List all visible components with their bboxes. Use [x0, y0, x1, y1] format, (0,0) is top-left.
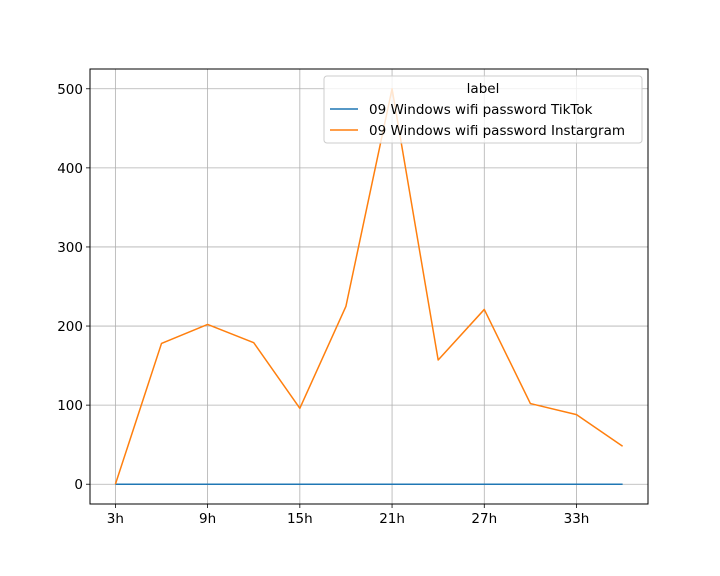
y-tick-label: 100 — [57, 398, 83, 414]
legend-label-instagram: 09 Windows wifi password Instargram — [369, 123, 625, 139]
x-tick-label: 3h — [107, 511, 124, 527]
series-line-1 — [114, 88, 624, 485]
x-tick-label: 27h — [471, 511, 497, 527]
y-tick-label: 0 — [74, 477, 83, 493]
plot-frame — [89, 68, 649, 505]
legend-label-tiktok: 09 Windows wifi password TikTok — [369, 102, 593, 118]
series-lines — [114, 88, 624, 485]
x-tick-label: 9h — [199, 511, 216, 527]
legend: label 09 Windows wifi password TikTok 09… — [323, 75, 643, 144]
x-tick-label: 21h — [379, 511, 405, 527]
x-tick-label: 15h — [287, 511, 313, 527]
y-tick-label: 200 — [57, 319, 83, 335]
y-tick-label: 500 — [57, 82, 83, 98]
legend-title: label — [467, 81, 500, 97]
y-tick-label: 400 — [57, 161, 83, 177]
x-tick-label: 33h — [564, 511, 590, 527]
grid-lines — [90, 69, 648, 504]
y-tick-label: 300 — [57, 240, 83, 256]
legend-box — [323, 75, 643, 144]
axis-ticks: 3h 9h 15h 21h 27h 33h 0 100 200 300 400 500 — [57, 82, 589, 527]
